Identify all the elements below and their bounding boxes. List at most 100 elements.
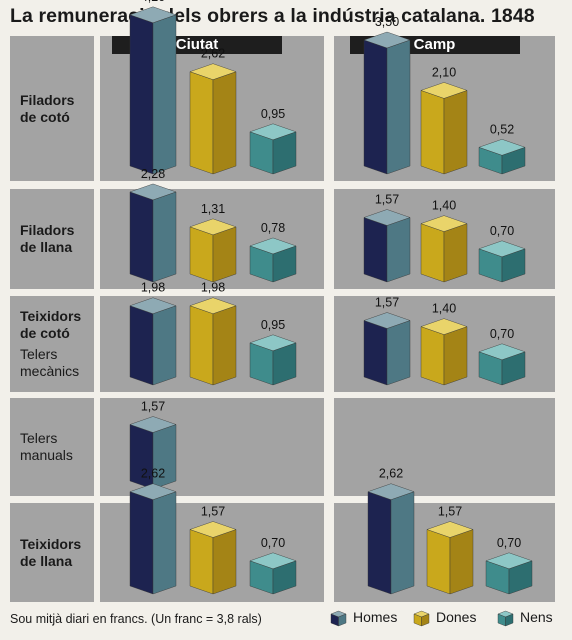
bar-top-face <box>420 215 468 232</box>
bar-side-face <box>152 14 177 175</box>
bar-front-face <box>426 529 451 595</box>
bar-value-label: 1,98 <box>141 281 165 295</box>
bar-value-label: 1,31 <box>201 202 225 216</box>
bar-nens <box>249 123 297 175</box>
bar-side-face <box>449 529 474 595</box>
bar-side-face <box>152 491 177 595</box>
bar-value-label: 0,78 <box>261 221 285 235</box>
bar-top-face <box>478 343 526 361</box>
bar-side-face <box>152 305 177 386</box>
bar-nens <box>249 237 297 283</box>
bar-value-label: 0,70 <box>490 224 514 238</box>
row-label: Filadors de cotó <box>20 92 74 126</box>
bar-top-face <box>367 483 415 500</box>
legend-item-dones: Dones <box>413 609 476 627</box>
bar-top-face <box>129 6 177 24</box>
bar-side-face <box>443 326 468 386</box>
bar-front-face <box>129 491 154 595</box>
row-label-panel <box>10 503 94 602</box>
bar-front-face <box>420 326 445 386</box>
bar-top-face <box>363 209 411 226</box>
bar-top-face <box>426 521 474 538</box>
bar-top-face <box>189 218 237 236</box>
bar-top-face <box>478 139 526 156</box>
bar-front-face <box>363 320 388 386</box>
row-label-line: mecànics <box>20 363 80 379</box>
bar-front-face <box>189 305 214 386</box>
bar-front-face <box>129 14 154 175</box>
bar-dones <box>426 521 474 595</box>
bar-value-label: 0,70 <box>261 536 285 550</box>
bar-front-face <box>189 529 214 595</box>
bar-front-face <box>129 191 154 283</box>
row-label-line: de llana <box>20 239 73 255</box>
legend-swatch-icon <box>497 610 514 627</box>
bar-top-face <box>129 297 177 314</box>
bar-value-label: 1,40 <box>432 199 456 213</box>
bar-side-face <box>443 223 468 283</box>
bar-value-label: 0,95 <box>261 318 285 332</box>
bar-front-face <box>189 226 214 283</box>
bar-top-face <box>189 521 237 538</box>
bar-top-face <box>249 552 297 570</box>
bar-front-face <box>367 491 392 595</box>
bar-nens <box>249 334 297 386</box>
bar-value-label: 4,20 <box>141 0 165 4</box>
bar-side-face <box>212 71 237 175</box>
row-label-panel <box>10 189 94 289</box>
bar-top-face <box>129 416 177 433</box>
bar-value-label: 1,57 <box>141 399 165 413</box>
bar-homes <box>129 183 177 283</box>
bar-side-face <box>212 305 237 386</box>
legend-item-nens: Nens <box>497 609 553 627</box>
bar-nens <box>478 343 526 386</box>
bar-side-face <box>152 191 177 283</box>
bar-dones <box>189 521 237 595</box>
bar-value-label: 1,98 <box>201 281 225 295</box>
row-label-panel <box>10 296 94 392</box>
bar-front-face <box>363 217 388 283</box>
chart-panel <box>334 398 555 496</box>
legend-swatch-icon <box>330 610 347 627</box>
bar-value-label: 0,52 <box>490 122 514 136</box>
row-label: Teixidors de llana <box>20 536 81 570</box>
row-label-line: Teixidors <box>20 535 82 552</box>
legend-label: Homes <box>353 609 398 625</box>
bar-value-label: 2,62 <box>201 47 225 61</box>
bar-value-label: 2,62 <box>379 467 403 481</box>
bar-value-label: 1,57 <box>375 192 399 206</box>
bar-top-face <box>420 82 468 99</box>
bar-dones <box>420 318 468 386</box>
bar-homes <box>129 297 177 386</box>
row-label-line: Filadors <box>20 91 75 108</box>
bar-homes <box>129 483 177 595</box>
legend-label: Dones <box>436 609 477 625</box>
bar-homes <box>129 416 177 490</box>
bar-top-face <box>129 483 177 500</box>
bar-nens <box>485 552 533 595</box>
row-label-line: Filadors <box>20 222 75 238</box>
bar-value-label: 0,70 <box>490 327 514 341</box>
bar-value-label: 0,95 <box>261 107 285 121</box>
bar-side-face <box>386 320 411 386</box>
bar-homes <box>363 209 411 283</box>
bar-top-face <box>478 240 526 258</box>
bar-top-face <box>249 334 297 352</box>
row-label-line: de cotó <box>20 325 70 341</box>
bar-dones <box>189 63 237 175</box>
row-label-panel <box>10 36 94 181</box>
bar-homes <box>129 6 177 175</box>
bar-value-label: 3,50 <box>375 15 399 29</box>
bar-side-face <box>443 90 468 175</box>
bar-front-face <box>420 223 445 283</box>
bar-top-face <box>249 237 297 255</box>
bar-value-label: 2,62 <box>141 467 165 481</box>
row-label: Filadors de llana <box>20 222 74 256</box>
footnote: Sou mitjà diari en francs. (Un franc = 3… <box>10 612 262 626</box>
bar-value-label: 2,10 <box>432 65 456 79</box>
bar-nens <box>478 139 526 175</box>
bar-homes <box>367 483 415 595</box>
bar-value-label: 0,70 <box>497 536 521 550</box>
row-label: Teixidors de cotó Telers mecànics <box>20 308 81 380</box>
bar-top-face <box>363 31 411 49</box>
